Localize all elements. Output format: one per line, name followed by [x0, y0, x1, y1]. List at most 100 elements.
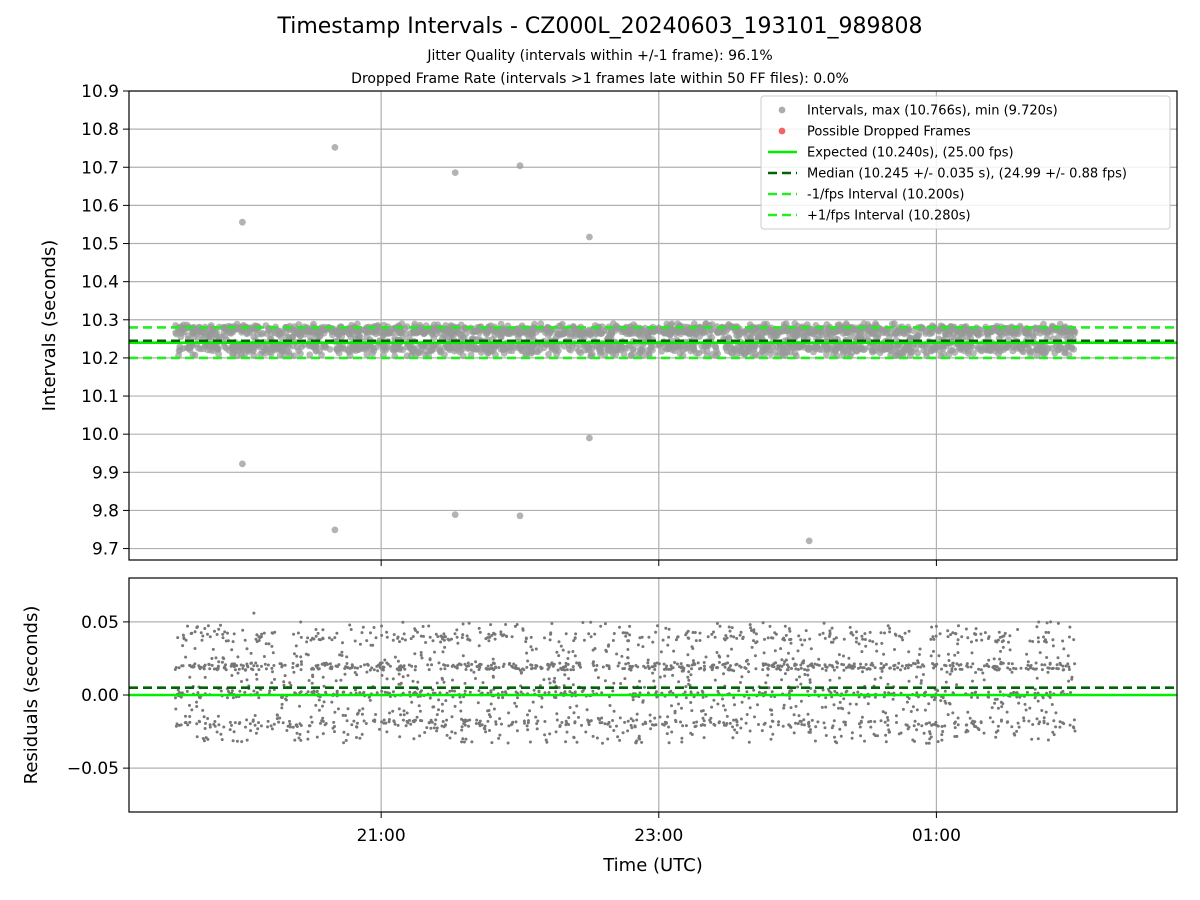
- residual-point: [203, 727, 207, 730]
- residual-point: [563, 690, 567, 694]
- residual-point: [477, 689, 481, 693]
- residual-point: [423, 731, 427, 734]
- residual-point: [385, 730, 389, 734]
- residual-point: [1052, 733, 1056, 737]
- residual-point: [410, 700, 414, 704]
- residual-point: [739, 665, 743, 669]
- residual-point: [393, 722, 397, 726]
- residual-point: [478, 724, 482, 728]
- residual-point: [382, 718, 386, 722]
- residual-point: [951, 664, 955, 668]
- residual-point: [500, 722, 503, 726]
- y-tick-label: −0.05: [67, 759, 119, 779]
- residual-point: [1046, 670, 1050, 674]
- residual-point: [465, 634, 469, 638]
- residual-point: [1066, 662, 1070, 666]
- residual-point: [1068, 723, 1072, 727]
- residual-point: [512, 662, 516, 666]
- interval-point: [690, 346, 698, 353]
- residual-point: [747, 740, 751, 744]
- residual-point: [715, 622, 719, 625]
- residual-point: [414, 718, 417, 722]
- residual-point: [219, 689, 223, 693]
- residual-point: [202, 715, 206, 719]
- interval-point: [663, 320, 671, 328]
- residual-point: [195, 700, 198, 704]
- residual-point: [782, 703, 786, 707]
- residual-point: [529, 645, 533, 649]
- interval-point: [316, 329, 324, 336]
- residual-point: [702, 719, 706, 723]
- residual-point: [873, 666, 877, 670]
- residual-point: [680, 706, 683, 710]
- residual-point: [359, 665, 363, 668]
- residual-point: [184, 655, 188, 659]
- residual-point: [582, 638, 586, 642]
- residual-point: [402, 709, 406, 713]
- residual-point: [936, 740, 940, 744]
- residual-point: [255, 677, 259, 681]
- residual-point: [490, 741, 494, 745]
- residual-point: [346, 707, 350, 711]
- residual-point: [317, 698, 321, 702]
- residual-point: [470, 740, 474, 744]
- residual-point: [626, 656, 630, 660]
- residual-point: [664, 667, 668, 671]
- residual-point: [370, 666, 374, 670]
- residual-point: [323, 723, 327, 727]
- residual-point: [1048, 661, 1052, 665]
- residual-point: [288, 725, 292, 729]
- residual-point: [839, 734, 843, 738]
- residual-point: [184, 638, 188, 642]
- residual-point: [567, 650, 571, 654]
- interval-outlier-point: [516, 512, 524, 520]
- interval-point: [935, 347, 943, 354]
- residual-point: [441, 720, 445, 723]
- residual-point: [919, 665, 922, 669]
- residual-point: [739, 717, 743, 721]
- residual-point: [377, 663, 380, 667]
- residual-point: [437, 661, 441, 665]
- residual-point: [409, 722, 413, 726]
- residual-point: [299, 738, 303, 742]
- residual-point: [850, 736, 854, 740]
- interval-point: [298, 343, 305, 351]
- residual-point: [255, 664, 259, 668]
- residual-point: [204, 721, 207, 725]
- residual-point: [727, 625, 731, 629]
- residual-point: [601, 741, 604, 745]
- residual-point: [658, 675, 662, 679]
- residual-point: [440, 702, 444, 706]
- residual-point: [730, 626, 734, 630]
- residual-point: [824, 668, 828, 672]
- residual-point: [387, 718, 391, 721]
- residual-point: [337, 663, 341, 667]
- residual-point: [804, 629, 808, 633]
- residual-point: [715, 651, 719, 654]
- residual-point: [334, 679, 338, 683]
- residual-point: [901, 707, 905, 711]
- residual-point: [800, 643, 804, 647]
- residual-point: [842, 697, 846, 701]
- residual-point: [696, 691, 700, 695]
- residual-point: [453, 632, 457, 636]
- residual-point: [998, 635, 1002, 639]
- interval-point: [960, 347, 968, 355]
- residual-point: [548, 732, 552, 736]
- residual-point: [562, 684, 566, 688]
- residual-point: [621, 667, 625, 671]
- residual-point: [648, 713, 652, 717]
- residual-point: [920, 724, 924, 728]
- residual-point: [884, 662, 888, 666]
- residual-point: [573, 721, 577, 725]
- residual-point: [732, 696, 736, 700]
- residual-point: [574, 632, 578, 636]
- residual-point: [502, 662, 506, 666]
- residual-point: [927, 702, 931, 706]
- interval-point: [974, 332, 982, 339]
- residual-point: [524, 640, 528, 644]
- residual-point: [1070, 677, 1074, 681]
- residual-point: [969, 665, 973, 669]
- residual-point: [797, 714, 801, 718]
- residual-point: [662, 723, 666, 727]
